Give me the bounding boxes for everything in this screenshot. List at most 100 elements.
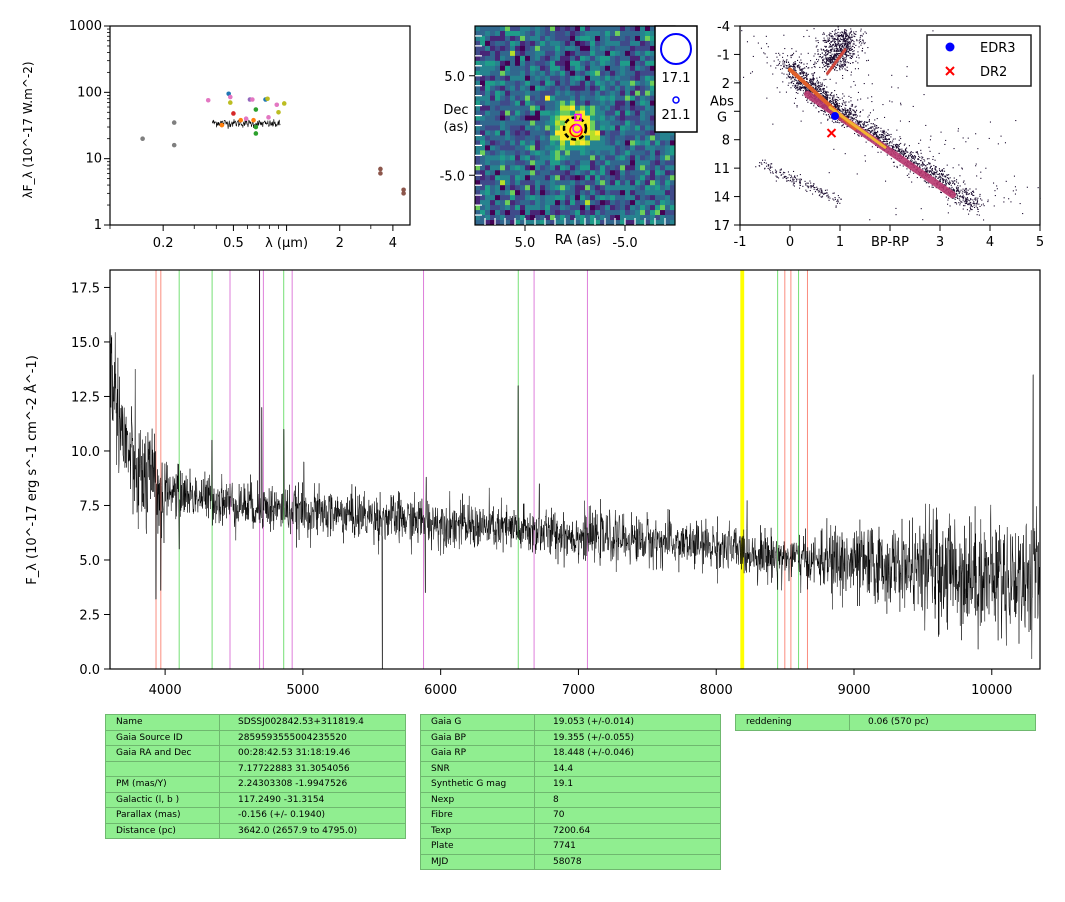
- cutout-pixel: [600, 115, 606, 121]
- hrd-density-point: [841, 102, 843, 104]
- hrd-density-point: [828, 56, 830, 58]
- hrd-density-point: [857, 91, 859, 93]
- hrd-density-point: [783, 62, 785, 64]
- hrd-density-point: [882, 136, 884, 138]
- hrd-density-point: [793, 65, 795, 67]
- hrd-density-point: [905, 148, 907, 150]
- cutout-pixel: [540, 100, 546, 107]
- cutout-pixel: [615, 215, 621, 221]
- hrd-density-point: [935, 187, 937, 189]
- cutout-pixel: [575, 190, 581, 196]
- cutout-pixel: [650, 65, 656, 72]
- cutout-pixel: [515, 140, 521, 146]
- sed-point: [171, 120, 177, 125]
- cutout-pixel: [490, 135, 496, 141]
- hrd-density-point: [858, 123, 860, 125]
- cutout-pixel: [520, 110, 526, 116]
- cutout-pixel: [645, 105, 651, 111]
- hrd-xtick-label: 0: [786, 235, 794, 250]
- cutout-pixel: [590, 195, 596, 201]
- cutout-pixel: [590, 145, 596, 151]
- cutout-pixel: [620, 210, 626, 216]
- cutout-pixel: [660, 155, 666, 161]
- hrd-density-point: [848, 95, 850, 97]
- cutout-pixel: [535, 170, 541, 176]
- cutout-pixel: [630, 135, 636, 141]
- hrd-density-point: [830, 58, 832, 60]
- hrd-density-point: [824, 110, 826, 112]
- hrd-density-point: [833, 49, 835, 51]
- hrd-density-point: [810, 60, 812, 62]
- hrd-density-point: [765, 162, 767, 164]
- hrd-density-point: [921, 158, 923, 160]
- hrd-density-point: [859, 35, 861, 37]
- cutout-pixel: [620, 65, 626, 72]
- hrd-density-point: [976, 201, 978, 203]
- cutout-pixel: [590, 210, 596, 216]
- cutout-pixel: [480, 190, 486, 196]
- hrd-density-point: [944, 184, 946, 186]
- hrd-density-point: [896, 147, 898, 149]
- cutout-pixel: [625, 175, 631, 181]
- hrd-density-point: [822, 84, 824, 86]
- hrd-density-point: [897, 144, 899, 146]
- hrd-density-point: [912, 105, 914, 107]
- hrd-density-point: [940, 191, 942, 193]
- cutout-pixel: [565, 175, 571, 181]
- cutout-pixel: [565, 130, 571, 136]
- cutout-pixel: [665, 150, 671, 156]
- cutout-pixel: [560, 70, 566, 77]
- cutout-pixel: [635, 60, 641, 67]
- cutout-pixel: [505, 85, 511, 92]
- cutout-pixel: [500, 175, 506, 181]
- hrd-density-point: [853, 119, 855, 121]
- cutout-pixel: [495, 100, 501, 107]
- hrd-density-point: [829, 59, 831, 61]
- hrd-density-point: [908, 157, 910, 159]
- cutout-pixel: [625, 205, 631, 211]
- hrd-density-point: [895, 214, 897, 216]
- cutout-pixel: [485, 135, 491, 141]
- cutout-pixel: [570, 145, 576, 151]
- hrd-density-point: [887, 135, 889, 137]
- hrd-density-point: [837, 43, 839, 45]
- hrd-density-point: [887, 129, 889, 131]
- hrd-density-point: [826, 91, 828, 93]
- hrd-density-point: [877, 146, 879, 148]
- cutout-pixel: [635, 30, 641, 37]
- identity-row: Gaia RA and Dec 00:28:42.53 31:18:19.46: [105, 745, 406, 762]
- hrd-density-point: [822, 192, 824, 194]
- hrd-density-point: [946, 183, 948, 185]
- cutout-pixel: [595, 190, 601, 196]
- hrd-density-point: [944, 176, 946, 178]
- cutout-pixel: [485, 200, 491, 206]
- hrd-density-point: [951, 189, 953, 191]
- cutout-pixel: [485, 160, 491, 166]
- hrd-density-point: [845, 69, 847, 71]
- hrd-density-point: [810, 79, 812, 81]
- hrd-density-point: [825, 92, 827, 94]
- hrd-density-point: [814, 85, 816, 87]
- cutout-pixel: [565, 110, 571, 116]
- hrd-density-point: [796, 87, 798, 89]
- hrd-density-point: [807, 73, 809, 75]
- cutout-pixel: [645, 150, 651, 156]
- cutout-pixel: [640, 110, 646, 116]
- cutout-pixel: [655, 170, 661, 176]
- hrd-density-point: [930, 170, 932, 172]
- hrd-density-point: [849, 49, 851, 51]
- cutout-pixel: [490, 30, 496, 37]
- hrd-density-point: [804, 86, 806, 88]
- hrd-density-point: [840, 61, 842, 63]
- cutout-pixel: [610, 220, 616, 226]
- cutout-pixel: [595, 55, 601, 62]
- cutout-pixel: [585, 185, 591, 191]
- cutout-pixel: [610, 85, 616, 92]
- cutout-pixel: [665, 135, 671, 141]
- hrd-density-point: [877, 131, 879, 133]
- hrd-density-point: [796, 179, 798, 181]
- hrd-density-point: [876, 127, 878, 129]
- cutout-pixel: [480, 195, 486, 201]
- identity-key: Name: [105, 714, 220, 731]
- hrd-density-point: [969, 210, 971, 212]
